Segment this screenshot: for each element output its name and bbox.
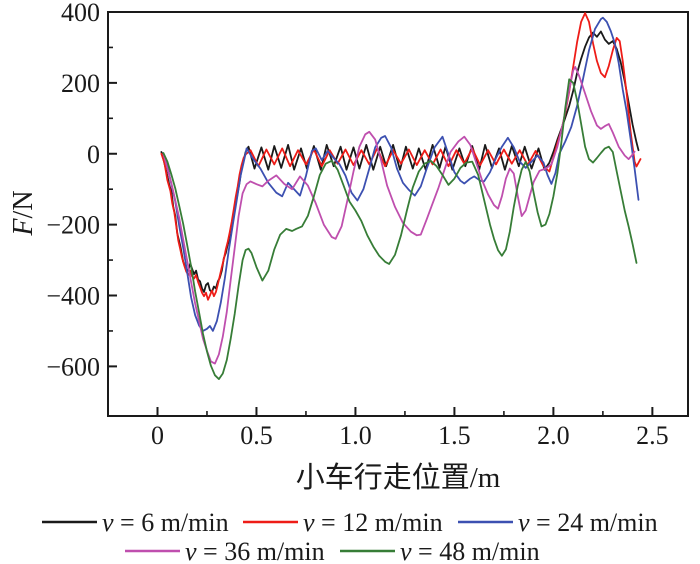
axis-tick-labels: 0 0.5 1.0 1.5 2.0 2.5 400 200 0 −200 −400 −600 (46, 0, 668, 450)
series-lines (160, 12, 642, 381)
series-line-1 (160, 30, 640, 293)
y-tick-label: 200 (61, 69, 100, 98)
y-tick-label: 0 (87, 140, 100, 169)
y-tick-label: 400 (61, 0, 100, 27)
legend-label: v = 48 m/min (400, 537, 540, 564)
legend-label: v = 24 m/min (518, 508, 658, 537)
series-line-4 (162, 66, 636, 365)
legend-item-36: v = 36 m/min (125, 537, 325, 564)
legend-item-48: v = 48 m/min (340, 537, 540, 564)
axis-ticks (108, 11, 654, 416)
y-tick-label: −600 (46, 352, 100, 381)
y-axis-title: F/N (8, 190, 39, 236)
legend-label: v = 36 m/min (185, 537, 325, 564)
series-line-5 (162, 78, 638, 381)
x-axis-title: 小车行走位置/m (296, 461, 501, 494)
x-tick-label: 2.5 (636, 421, 669, 450)
legend-label: v = 6 m/min (102, 508, 229, 537)
legend: v = 6 m/min v = 12 m/min v = 24 m/min v = 3… (42, 508, 658, 564)
x-tick-label: 1.5 (438, 421, 471, 450)
x-tick-label: 2.0 (537, 421, 570, 450)
legend-item-12: v = 12 m/min (243, 508, 443, 537)
x-tick-label: 0.5 (240, 421, 273, 450)
legend-label: v = 12 m/min (303, 508, 443, 537)
series-line-2 (160, 12, 642, 301)
x-tick-label: 0 (151, 421, 164, 450)
y-tick-label: −200 (46, 211, 100, 240)
y-tick-label: −400 (46, 282, 100, 311)
legend-item-24: v = 24 m/min (458, 508, 658, 537)
legend-item-6: v = 6 m/min (42, 508, 229, 537)
series-line-3 (162, 16, 640, 332)
x-tick-label: 1.0 (339, 421, 372, 450)
